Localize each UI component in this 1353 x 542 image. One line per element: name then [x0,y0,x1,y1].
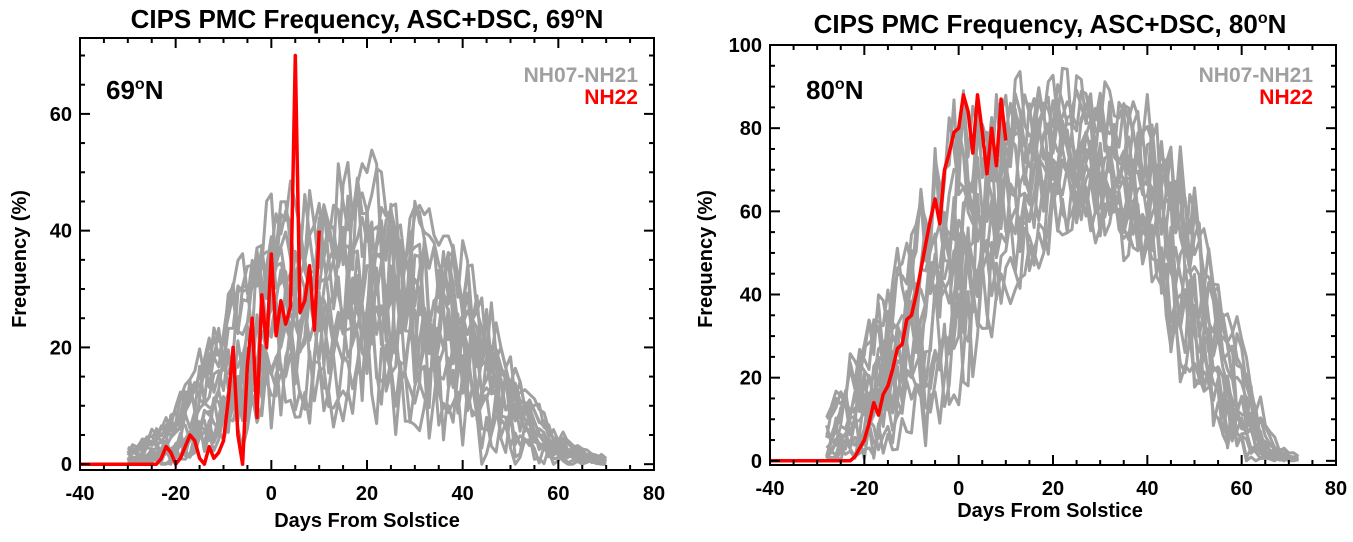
legend-entry-background: NH07-NH21 [1199,64,1314,87]
background-series-line [127,274,607,463]
y-tick-label: 40 [50,221,72,243]
background-series-line [825,66,1299,460]
highlight-series-line [80,53,321,466]
x-axis-title: Days From Solstice [274,510,460,532]
background-series-line [126,177,607,463]
x-tick-label: 80 [1325,478,1347,500]
y-tick-label: 20 [740,368,762,390]
y-tick-label: 0 [61,454,72,476]
latitude-annotation: 80oN [806,75,863,105]
x-tick-label: 0 [266,483,277,505]
y-axis-title: Frequency (%) [9,190,31,328]
y-tick-label: 20 [50,337,72,359]
y-tick-label: 80 [740,118,762,140]
x-tick-label: 60 [1231,478,1253,500]
plot-frame [79,37,655,471]
highlight-series-line-path [80,53,321,466]
background-series-lines [825,66,1300,463]
highlight-series-line-path [770,93,1008,463]
background-series-lines [126,148,608,466]
x-tick-label: -20 [161,483,190,505]
background-series-line [825,83,1299,460]
x-tick-label: -40 [756,478,785,500]
highlight-series-line [770,93,1008,463]
x-tick-label: 20 [1042,478,1064,500]
latitude-annotation: 69oN [106,75,163,105]
x-tick-label: -40 [66,483,95,505]
legend-entry-background: NH07-NH21 [524,64,639,87]
y-tick-label: 0 [751,451,762,473]
background-series-line [127,161,607,460]
y-tick-label: 60 [740,201,762,223]
x-tick-label: 80 [643,483,665,505]
x-tick-label: 60 [547,483,569,505]
legend-entry-highlight: NH22 [1259,86,1313,109]
x-tick-label: 20 [356,483,378,505]
axis-ticks: -40 -20 0 20 40 60 80 0 20 40 60 [50,38,665,505]
x-tick-label: -20 [850,478,879,500]
y-axis-title: Frequency (%) [695,190,717,328]
x-tick-label: 0 [953,478,964,500]
y-tick-label: 100 [729,35,762,57]
background-series-line [127,213,607,463]
chart-title: CIPS PMC Frequency, ASC+DSC, 69oN [131,4,604,34]
x-tick-label: 40 [452,483,474,505]
chart-panel-80n: CIPS PMC Frequency, ASC+DSC, 80oN -40 -20… [695,9,1347,522]
axis-ticks: -40 -20 0 20 40 60 80 0 20 40 60 80 100 [729,35,1348,500]
background-series-line [126,148,607,462]
x-tick-label: 40 [1136,478,1158,500]
y-tick-label: 60 [50,104,72,126]
x-axis-title: Days From Solstice [957,500,1143,522]
legend-entry-highlight: NH22 [584,86,638,109]
y-tick-label: 40 [740,285,762,307]
background-series-line [825,86,1299,460]
chart-title: CIPS PMC Frequency, ASC+DSC, 80oN [814,9,1287,39]
chart-panel-69n: CIPS PMC Frequency, ASC+DSC, 69oN -40 -20… [9,4,665,532]
background-series-line [826,173,1300,463]
